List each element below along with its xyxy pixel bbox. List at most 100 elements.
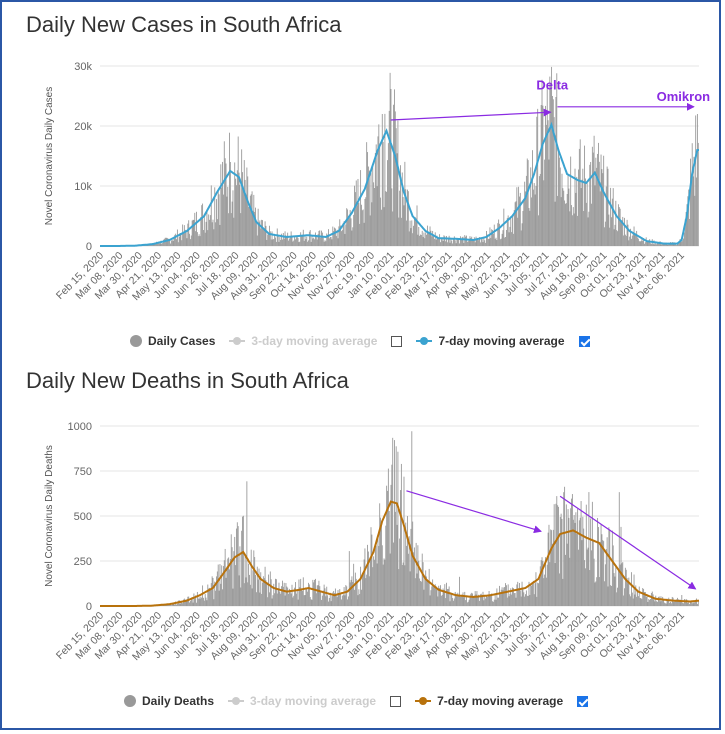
- daily-bar: [356, 205, 358, 246]
- daily-bar: [488, 591, 490, 606]
- arrow-delta-to-omikron: [559, 495, 697, 590]
- daily-bar: [498, 219, 500, 246]
- daily-bar: [381, 114, 383, 246]
- daily-bar: [357, 595, 359, 606]
- daily-bar: [682, 240, 684, 246]
- legend-daily-cases[interactable]: Daily Cases: [130, 334, 215, 348]
- daily-bar: [198, 234, 200, 246]
- daily-bar: [480, 593, 482, 606]
- daily-bar: [328, 238, 330, 246]
- daily-bar: [243, 160, 245, 246]
- legend-daily-deaths-label: Daily Deaths: [142, 694, 215, 708]
- daily-bar: [569, 557, 571, 606]
- daily-bar: [185, 231, 187, 246]
- daily-bar: [218, 194, 220, 246]
- y-tick-label: 10k: [74, 181, 92, 193]
- daily-bar: [242, 187, 244, 246]
- daily-bar: [250, 194, 252, 246]
- legend-daily-deaths[interactable]: Daily Deaths: [124, 694, 214, 708]
- ma3-line-icon: [229, 337, 246, 345]
- daily-bar: [407, 191, 409, 246]
- daily-bar: [652, 244, 654, 246]
- daily-bar: [437, 596, 439, 606]
- daily-bar: [487, 596, 489, 606]
- daily-bar: [275, 578, 276, 606]
- daily-bar: [552, 529, 554, 606]
- daily-bar: [458, 596, 460, 606]
- daily-bar: [502, 230, 504, 246]
- daily-bar: [396, 153, 398, 246]
- daily-bar: [566, 543, 568, 606]
- cases-ma7-checkbox[interactable]: [578, 335, 590, 347]
- daily-bar: [524, 596, 526, 606]
- daily-bar: [656, 244, 658, 246]
- arrow-first-to-delta: [390, 108, 552, 121]
- daily-bar: [681, 241, 683, 246]
- daily-bar: [321, 232, 323, 246]
- legend-cases-ma3[interactable]: 3-day moving average: [229, 334, 377, 348]
- daily-bar: [455, 593, 457, 606]
- legend-deaths-ma3[interactable]: 3-day moving average: [228, 694, 376, 708]
- legend-cases-ma7[interactable]: 7-day moving average: [416, 334, 565, 348]
- daily-bar: [339, 219, 341, 246]
- daily-bar: [314, 578, 316, 606]
- daily-bar: [541, 557, 543, 606]
- daily-bar: [405, 522, 407, 606]
- daily-bar: [235, 178, 237, 246]
- daily-bar: [293, 240, 295, 246]
- daily-bar: [387, 143, 389, 246]
- daily-bar: [663, 602, 665, 606]
- daily-bar: [246, 167, 248, 246]
- daily-bar: [545, 124, 547, 246]
- daily-bar: [405, 189, 407, 246]
- daily-bar: [341, 599, 342, 606]
- legend-deaths-ma7[interactable]: 7-day moving average: [415, 694, 563, 708]
- daily-bar: [266, 582, 268, 606]
- daily-bar: [530, 167, 532, 246]
- daily-bar: [644, 243, 645, 246]
- daily-bar: [432, 230, 434, 246]
- daily-bar: [414, 578, 416, 606]
- daily-bar: [648, 599, 650, 606]
- daily-bar: [622, 216, 624, 246]
- daily-bar: [493, 224, 495, 246]
- daily-bar: [382, 564, 384, 606]
- daily-bar: [311, 234, 313, 246]
- daily-bar: [254, 557, 256, 606]
- y-axis-title: Novel Coronavirus Daily Deaths: [44, 445, 55, 587]
- daily-bar: [228, 557, 230, 606]
- daily-bar: [482, 242, 484, 246]
- daily-bar: [297, 599, 299, 606]
- daily-bar: [476, 591, 478, 606]
- daily-bar: [362, 575, 364, 606]
- daily-bar: [322, 590, 324, 606]
- daily-bar: [308, 240, 309, 246]
- daily-bar: [213, 599, 215, 606]
- daily-bar: [676, 599, 678, 606]
- daily-bar: [602, 540, 604, 606]
- daily-bar: [203, 215, 205, 246]
- daily-bar: [484, 240, 486, 246]
- daily-bar: [508, 232, 510, 246]
- daily-bar: [539, 173, 541, 246]
- daily-bar: [644, 592, 646, 606]
- ma3-line-icon: [228, 697, 245, 705]
- daily-bar: [589, 164, 591, 246]
- daily-bar: [269, 571, 271, 606]
- daily-bar: [221, 565, 223, 606]
- daily-bar: [546, 564, 548, 606]
- deaths-ma3-checkbox[interactable]: [390, 695, 402, 707]
- daily-bar: [204, 232, 206, 246]
- daily-bar: [234, 162, 236, 246]
- daily-bar: [361, 204, 362, 246]
- daily-bar: [500, 238, 502, 246]
- daily-bar: [474, 242, 476, 246]
- cases-ma3-checkbox[interactable]: [391, 335, 403, 347]
- daily-bar: [475, 594, 477, 606]
- daily-bar: [450, 239, 452, 246]
- deaths-ma7-checkbox[interactable]: [577, 695, 589, 707]
- daily-bar: [573, 515, 575, 606]
- daily-bar: [320, 237, 322, 246]
- daily-bar: [442, 588, 444, 606]
- daily-bar: [220, 583, 222, 606]
